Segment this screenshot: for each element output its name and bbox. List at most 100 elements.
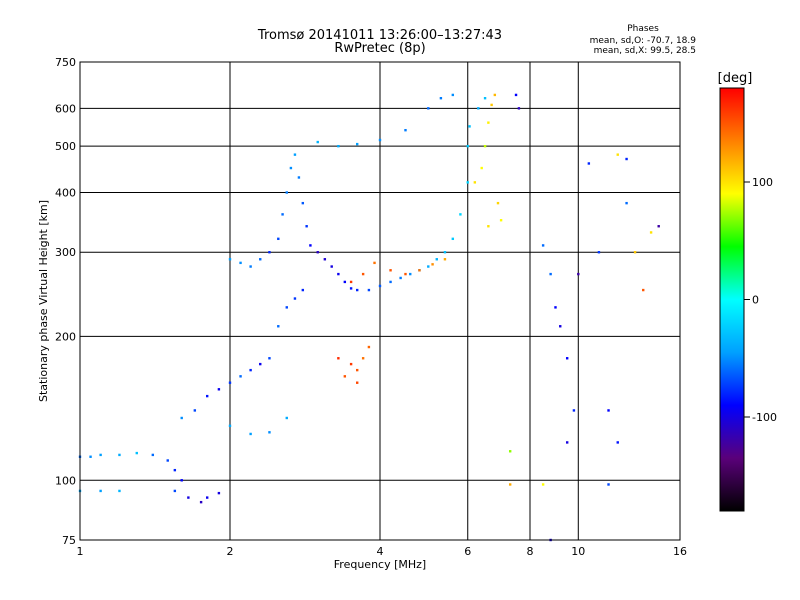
y-axis-label: Stationary phase Virtual Height [km]	[37, 200, 50, 402]
data-point	[378, 284, 382, 288]
data-point	[625, 201, 628, 205]
data-point	[217, 388, 221, 391]
data-point	[459, 213, 462, 216]
data-point	[427, 107, 430, 110]
colorbar-tick-label: 0	[752, 294, 759, 307]
data-point	[616, 153, 619, 156]
data-point	[301, 201, 305, 205]
data-point	[285, 191, 288, 194]
data-point	[277, 325, 280, 328]
data-point	[337, 144, 340, 148]
data-point	[259, 258, 262, 261]
data-point	[268, 251, 271, 254]
data-point	[118, 453, 121, 457]
data-point	[389, 269, 392, 272]
y-axis: 75 100 200 300 400 500 600 750	[55, 56, 76, 547]
grid	[80, 62, 680, 540]
data-point	[337, 357, 340, 360]
data-point	[496, 201, 500, 205]
data-point	[180, 479, 183, 482]
data-point	[361, 272, 365, 276]
data-point	[293, 153, 297, 156]
data-point	[239, 375, 242, 378]
data-point	[316, 140, 319, 144]
data-point	[118, 489, 121, 493]
data-point	[199, 500, 203, 504]
x-tick-label: 2	[227, 545, 234, 558]
data-point	[187, 496, 190, 499]
data-point	[323, 258, 327, 261]
data-point	[268, 357, 271, 360]
data-point	[490, 103, 493, 107]
data-point	[541, 483, 545, 486]
y-tick-label: 100	[55, 474, 76, 487]
data-point	[173, 489, 177, 493]
data-point	[477, 107, 480, 110]
data-point	[228, 424, 232, 428]
stats-line-x: mean, sd,X: 99.5, 28.5	[594, 46, 696, 56]
data-point	[657, 225, 660, 228]
data-point	[418, 269, 421, 272]
data-point	[239, 261, 242, 265]
data-point	[249, 368, 252, 372]
data-point	[625, 157, 628, 161]
data-point	[572, 409, 576, 412]
data-point	[166, 459, 169, 462]
data-point	[180, 416, 183, 420]
data-point	[343, 375, 347, 378]
data-point	[249, 265, 252, 268]
y-tick-label: 200	[55, 330, 76, 343]
data-point	[473, 181, 477, 184]
y-tick-label: 600	[55, 102, 76, 115]
colorbar	[719, 87, 745, 512]
data-point	[378, 138, 382, 142]
data-point	[355, 142, 359, 146]
x-axis-label: Frequency [MHz]	[334, 558, 426, 571]
data-point	[151, 453, 155, 457]
data-point	[607, 409, 610, 412]
data-point	[285, 306, 288, 309]
data-point	[289, 166, 293, 170]
x-tick-label: 16	[673, 545, 687, 558]
data-point	[451, 93, 455, 97]
data-point	[468, 125, 471, 128]
data-point	[451, 237, 455, 241]
data-point	[633, 251, 637, 254]
data-point	[565, 357, 569, 360]
data-points	[78, 93, 660, 542]
y-tick-label: 750	[55, 56, 76, 69]
data-point	[285, 416, 288, 420]
x-axis: 1 2 4 6 8 10 16	[77, 545, 688, 558]
data-point	[99, 453, 102, 457]
colorbar-label: [deg]	[718, 71, 753, 86]
data-point	[268, 431, 271, 434]
y-tick-label: 500	[55, 140, 76, 153]
data-point	[228, 381, 232, 384]
data-point	[249, 432, 252, 436]
data-point	[316, 251, 319, 254]
data-point	[373, 261, 376, 265]
data-point	[259, 362, 262, 366]
x-tick-label: 1	[77, 545, 84, 558]
data-point	[443, 258, 447, 261]
colorbar-tick-label: -100	[752, 411, 777, 424]
data-point	[466, 144, 469, 148]
data-point	[217, 491, 221, 495]
data-point	[293, 297, 297, 300]
chart-title: Tromsø 20141011 13:26:00–13:27:43	[257, 28, 502, 43]
y-tick-label: 400	[55, 186, 76, 199]
data-point	[355, 288, 359, 292]
chart-subtitle: RwPretec (8p)	[334, 41, 425, 56]
colorbar-tick-label: 100	[752, 176, 773, 189]
data-point	[559, 325, 562, 328]
data-point	[89, 455, 92, 458]
data-point	[587, 162, 591, 165]
data-point	[443, 251, 447, 254]
data-point	[205, 496, 209, 499]
data-point	[549, 272, 552, 276]
data-point	[483, 96, 487, 100]
data-point	[228, 258, 232, 261]
data-point	[367, 345, 371, 349]
data-point	[99, 489, 102, 493]
